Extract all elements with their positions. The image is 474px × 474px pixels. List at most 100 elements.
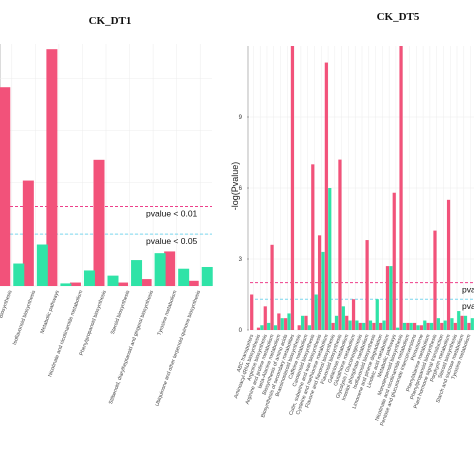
bar — [13, 263, 25, 286]
chart-panel-ck-dt1: CK_DT1 pvalue < 0.01 pvalue < 0.05 Biosyn… — [0, 15, 213, 407]
grid — [250, 46, 474, 331]
bar — [260, 325, 264, 330]
bar — [355, 320, 359, 330]
bar — [406, 322, 410, 330]
bar — [69, 282, 81, 286]
bar — [273, 325, 278, 330]
x-tick-label: Isoflavonoid biosynthesis — [12, 289, 38, 346]
bar — [345, 315, 349, 330]
bar — [140, 279, 152, 286]
y-tick-label: 6 — [239, 186, 243, 192]
bar — [154, 253, 166, 286]
bar — [467, 322, 471, 330]
bar — [314, 294, 318, 330]
bar — [36, 244, 48, 286]
bar — [331, 322, 335, 330]
bar — [446, 199, 451, 330]
bar — [83, 270, 95, 286]
chart-panel-ck-dt5: CK_DT5 -log(Pvalue) 0 3 6 9 pvalue < 0.01 pv… — [230, 11, 474, 427]
bar — [334, 315, 339, 330]
bar — [187, 280, 199, 286]
bar — [317, 235, 322, 330]
bar — [396, 327, 400, 330]
bar — [433, 230, 437, 330]
y-tick-label: 3 — [239, 257, 243, 263]
bar — [443, 320, 447, 330]
x-tick-label: Metabolic pathways — [40, 289, 61, 334]
bar — [256, 327, 261, 330]
bar — [290, 46, 295, 330]
bar — [250, 294, 254, 330]
bar — [321, 251, 325, 330]
bar — [201, 266, 213, 286]
bar — [463, 315, 468, 330]
bar — [409, 322, 413, 330]
bar — [311, 164, 315, 330]
bar — [460, 315, 464, 330]
bar — [399, 46, 403, 330]
bar — [277, 313, 281, 330]
bar — [413, 322, 417, 330]
y-axis-label: -log(Pvalue) — [230, 162, 240, 211]
y-tick-label: 0 — [239, 328, 243, 334]
bar — [164, 251, 176, 286]
bar — [107, 275, 119, 286]
bar — [22, 180, 34, 286]
chart-title: CK_DT1 — [89, 15, 132, 27]
bar — [402, 322, 407, 330]
bar — [60, 283, 72, 286]
bar — [453, 322, 457, 330]
bar — [324, 62, 328, 331]
bar — [351, 299, 356, 330]
bar — [178, 268, 190, 286]
bar — [457, 311, 461, 330]
bar — [416, 325, 420, 330]
y-tick-labels: 0 3 6 9 — [239, 115, 249, 334]
bar — [297, 325, 301, 330]
bar — [362, 322, 366, 330]
bar — [284, 318, 288, 330]
bar — [382, 320, 386, 330]
bar — [46, 49, 58, 286]
bar — [440, 322, 444, 330]
bar — [375, 299, 379, 330]
threshold-label: pvalue < 0.05 — [462, 301, 474, 311]
bar — [450, 318, 454, 330]
x-tick-label: Ubiquinone and other terpenoid-quinone b… — [154, 289, 202, 407]
bar — [287, 313, 291, 330]
bar — [301, 315, 305, 330]
bar — [423, 320, 427, 330]
bar — [117, 282, 129, 286]
bar — [328, 188, 332, 330]
bar — [304, 315, 308, 330]
bar — [341, 306, 345, 330]
bar — [307, 325, 311, 330]
threshold-lines: pvalue < 0.01 pvalue < 0.05 — [0, 205, 212, 246]
bar — [419, 325, 423, 330]
bar — [385, 266, 390, 330]
bar — [392, 192, 396, 330]
y-tick-label: 9 — [239, 115, 243, 121]
x-tick-label: Phenylpropanoid biosynthesis — [79, 289, 108, 356]
bar — [372, 322, 376, 330]
bar — [267, 322, 271, 330]
bar — [0, 87, 11, 286]
bar — [365, 240, 369, 330]
x-tick-label: Steroid biosynthesis — [110, 289, 132, 335]
bar — [338, 159, 342, 330]
chart-title: CK_DT5 — [377, 11, 420, 23]
threshold-label: pvalue < 0.01 — [146, 208, 198, 218]
bar — [426, 322, 430, 330]
bar — [270, 244, 274, 330]
threshold-label: pvalue < 0.05 — [146, 236, 198, 246]
bar — [429, 322, 434, 330]
bar — [263, 306, 267, 330]
threshold-label: pvalue < 0.01 — [462, 285, 474, 295]
bar — [470, 318, 474, 330]
bar — [368, 320, 373, 330]
x-tick-label: Tyrosine metabolism — [157, 290, 179, 337]
bar — [131, 260, 143, 286]
